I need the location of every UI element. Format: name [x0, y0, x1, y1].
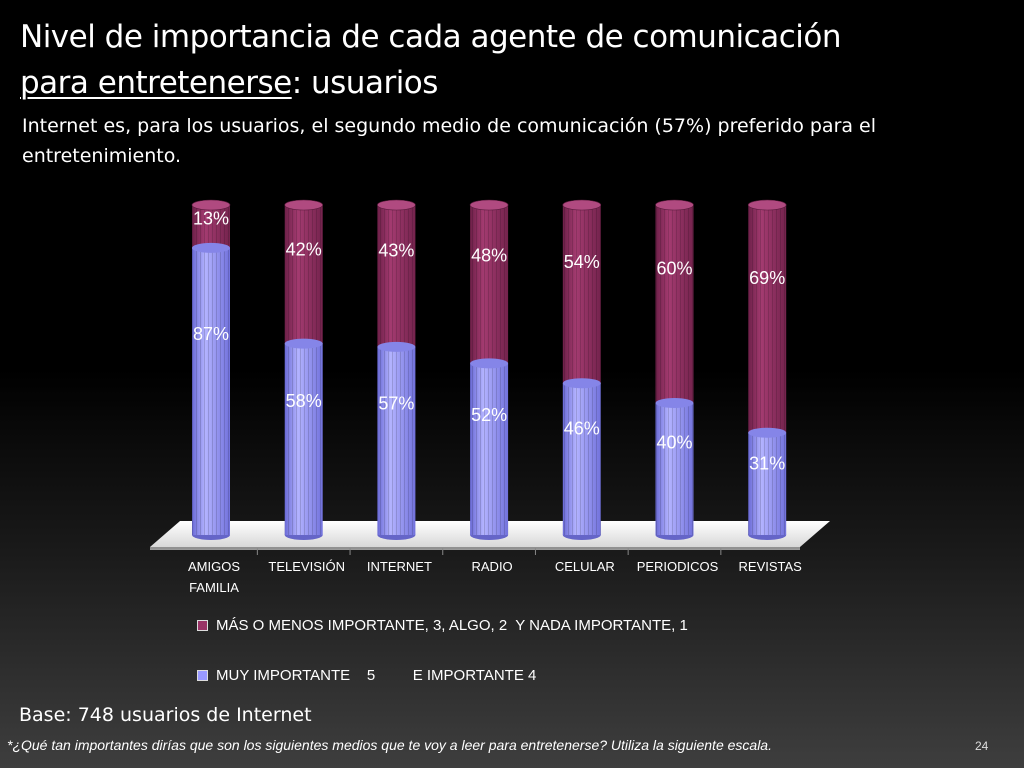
data-label-less-important: 42% — [286, 239, 322, 259]
category-label: PERIODICOS — [637, 559, 719, 574]
bar-seam — [562, 378, 601, 389]
bar-segment-texture — [562, 205, 601, 384]
data-label-very-important: 87% — [193, 324, 229, 344]
bar-segment-texture — [192, 205, 230, 248]
bar-top-cap — [655, 199, 694, 211]
page-subtitle: Internet es, para los usuarios, el segun… — [22, 115, 877, 167]
data-label-less-important: 13% — [193, 209, 229, 229]
bar-group-1 — [284, 199, 324, 540]
legend-label-less-important: MÁS O MENOS IMPORTANTE, 3, ALGO, 2 Y NAD… — [216, 617, 688, 634]
bar-segment-texture — [562, 383, 601, 535]
bar-segment-texture — [655, 403, 694, 535]
category-label: CELULAR — [555, 559, 615, 574]
category-label: REVISTAS — [739, 559, 803, 574]
data-label-very-important: 40% — [656, 433, 692, 453]
bar-segment-texture — [284, 205, 323, 344]
category-label: INTERNET — [367, 559, 432, 574]
category-label: AMIGOS — [188, 559, 240, 574]
page-number: 24 — [975, 739, 989, 753]
bar-segment-texture — [748, 432, 787, 535]
bar-segment-texture — [470, 205, 509, 364]
legend-label-very-important: MUY IMPORTANTE 5 E IMPORTANTE 4 — [216, 667, 537, 684]
bar-seam — [377, 341, 416, 352]
legend-item-very-important: MUY IMPORTANTE 5 E IMPORTANTE 4 — [197, 667, 536, 684]
data-label-very-important: 46% — [564, 419, 600, 439]
bar-segment-texture — [655, 205, 694, 403]
data-label-very-important: 52% — [471, 405, 507, 425]
category-label: RADIO — [472, 559, 513, 574]
bar-seam — [470, 358, 509, 369]
page-title: Nivel de importancia de cada agente de c… — [20, 14, 841, 106]
bar-top-cap — [469, 199, 509, 211]
bar-segment-texture — [377, 346, 416, 535]
bar-group-0 — [191, 199, 231, 540]
title-line-2-rest: : usuarios — [291, 65, 439, 101]
data-label-very-important: 31% — [749, 453, 785, 473]
bar-top-cap — [377, 199, 416, 211]
bar-seam — [192, 242, 230, 253]
bar-segment-texture — [748, 205, 787, 433]
data-label-less-important: 54% — [564, 252, 600, 272]
data-label-less-important: 43% — [378, 240, 414, 260]
data-label-less-important: 48% — [471, 246, 507, 266]
legend-swatch-purple — [197, 620, 208, 631]
bar-top-cap — [191, 199, 231, 211]
legend-swatch-blue — [197, 670, 208, 681]
bar-segment-texture — [192, 247, 230, 535]
bar-group-3 — [469, 199, 509, 540]
bar-top-cap — [562, 199, 602, 211]
bar-group-5 — [655, 199, 694, 540]
data-label-less-important: 60% — [656, 258, 692, 278]
bar-group-6 — [747, 199, 787, 540]
category-label: TELEVISIÓN — [268, 559, 345, 574]
data-label-very-important: 57% — [378, 393, 414, 413]
bar-seam — [284, 338, 323, 349]
title-underlined-text: para entretenerse — [20, 65, 292, 101]
bar-segment-texture — [377, 205, 416, 347]
data-label-very-important: 58% — [286, 391, 322, 411]
bar-seam — [748, 427, 787, 438]
bar-group-2 — [377, 199, 416, 540]
data-label-less-important: 69% — [749, 268, 785, 288]
bar-group-4 — [562, 199, 602, 540]
bar-seam — [655, 398, 694, 408]
bar-segment-texture — [284, 343, 323, 535]
bar-segment-texture — [470, 363, 509, 535]
category-label: FAMILIA — [189, 580, 239, 595]
footnote: *¿Qué tan importantes dirías que son los… — [7, 737, 772, 753]
legend-item-less-important: MÁS O MENOS IMPORTANTE, 3, ALGO, 2 Y NAD… — [197, 617, 688, 634]
base-note: Base: 748 usuarios de Internet — [19, 704, 312, 726]
bar-top-cap — [284, 199, 324, 211]
bar-top-cap — [747, 199, 787, 211]
title-line-1: Nivel de importancia de cada agente de c… — [20, 19, 841, 55]
